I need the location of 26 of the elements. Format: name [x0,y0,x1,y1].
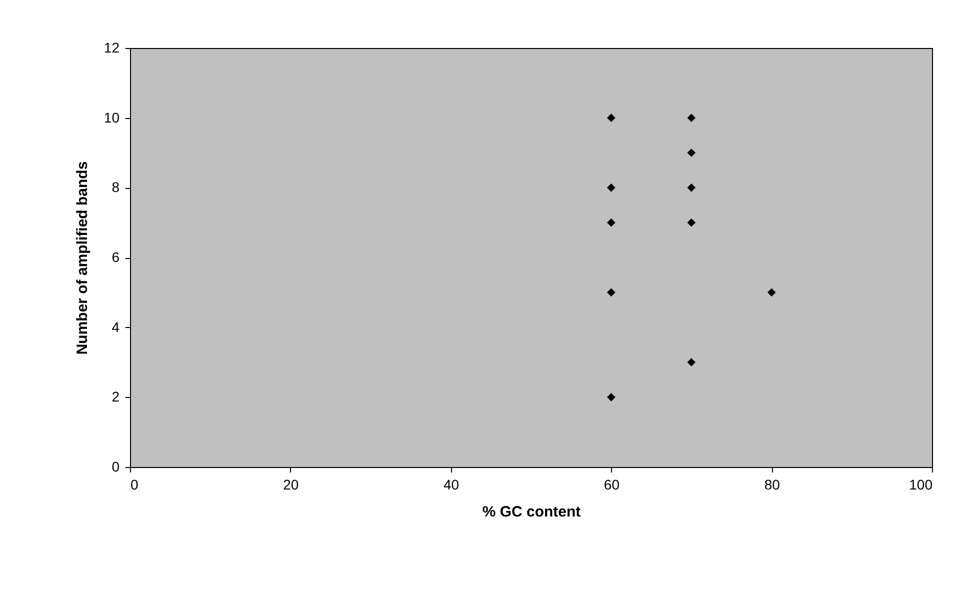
y-tick-label: 10 [104,109,120,126]
y-tick-label: 8 [112,179,120,196]
point [767,288,776,297]
x-tick-label: 100 [909,476,933,492]
y-tick-label: 0 [112,458,120,474]
x-tick-label: 0 [130,476,138,492]
point [687,114,696,122]
point [607,114,616,122]
point [607,392,616,402]
y-tick-label: 2 [112,388,120,405]
x-axis-title: % GC content [482,504,581,520]
y-axis-title: Number of amplified bands [74,161,91,355]
x-tick-label: 60 [604,476,620,492]
point [687,358,696,366]
point [687,183,696,192]
y-tick-label: 6 [112,249,120,265]
y-tick-label: 12 [104,40,120,56]
y-tick-label: 4 [112,318,120,335]
x-tick-label: 80 [764,476,780,492]
point [687,218,696,227]
x-tick-label: 20 [283,476,299,492]
x-tick-label: 40 [444,476,460,492]
point [607,218,616,227]
point [607,288,616,297]
point [687,148,696,157]
point [607,183,616,192]
